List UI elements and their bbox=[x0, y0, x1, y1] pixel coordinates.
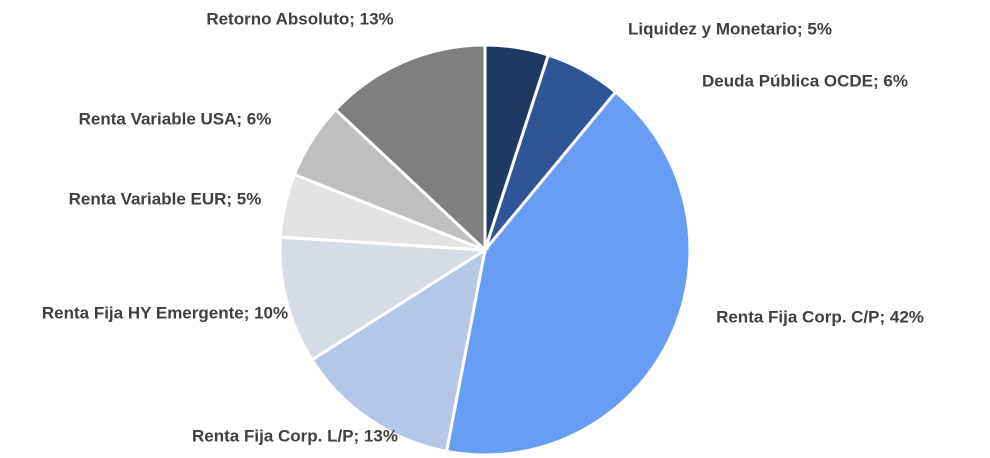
slice-label: Renta Variable USA; 6% bbox=[79, 109, 272, 128]
slice-label: Deuda Pública OCDE; 6% bbox=[702, 71, 908, 90]
slice-label: Retorno Absoluto; 13% bbox=[206, 9, 393, 28]
slice bbox=[444, 89, 692, 457]
slice-label: Renta Fija HY Emergente; 10% bbox=[42, 303, 288, 322]
slice-label: Renta Fija Corp. C/P; 42% bbox=[716, 307, 924, 326]
slice bbox=[309, 246, 488, 454]
slice bbox=[278, 235, 490, 362]
slice bbox=[333, 43, 487, 254]
pie bbox=[278, 43, 692, 457]
labels: Liquidez y Monetario; 5% Deuda Pública OC… bbox=[42, 9, 924, 445]
slice-label: Renta Fija Corp. L/P; 13% bbox=[192, 426, 398, 445]
slice-label: Liquidez y Monetario; 5% bbox=[628, 19, 832, 38]
slice-label: Renta Variable EUR; 5% bbox=[69, 189, 262, 208]
